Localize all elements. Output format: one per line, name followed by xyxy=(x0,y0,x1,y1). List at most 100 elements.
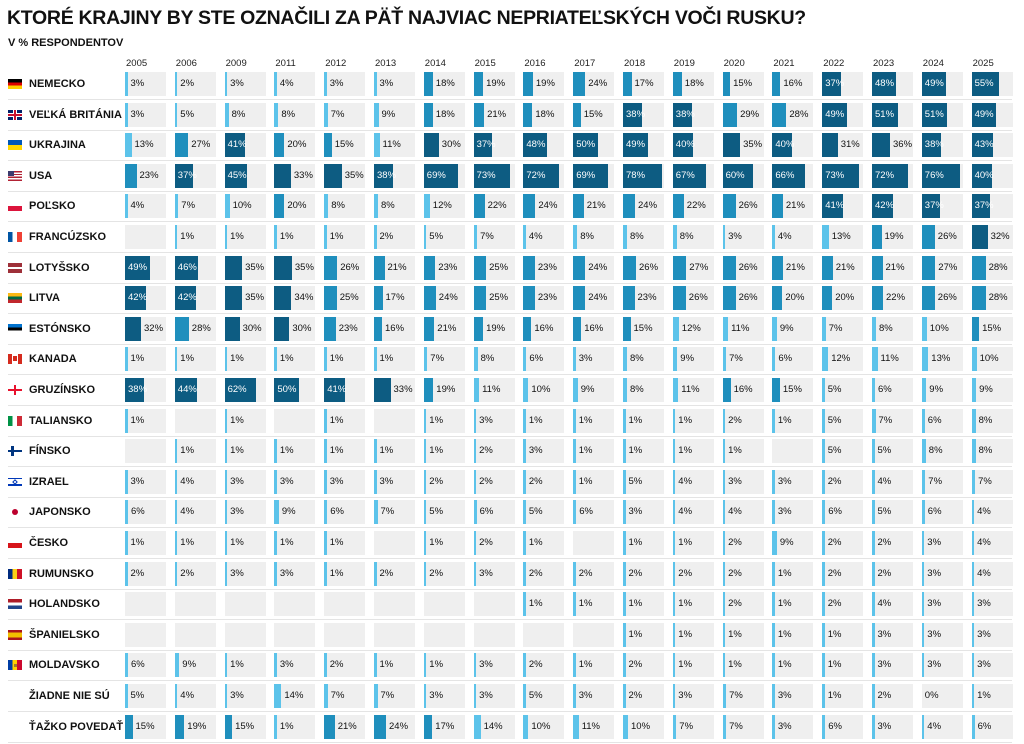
cell-background xyxy=(374,622,415,647)
cell-background xyxy=(971,622,1013,647)
data-bar xyxy=(722,622,726,647)
cell-background xyxy=(473,622,515,647)
data-bar xyxy=(623,378,627,402)
data-label: 23% xyxy=(637,292,657,304)
data-bar xyxy=(573,255,586,280)
data-bar xyxy=(822,286,833,311)
cell-background xyxy=(722,592,764,617)
data-label: 9% xyxy=(580,384,595,395)
data-bar xyxy=(872,133,890,158)
data-bar xyxy=(623,102,642,127)
data-bar xyxy=(722,561,726,586)
data-label: 33% xyxy=(293,169,313,181)
data-label: 22% xyxy=(686,200,706,212)
data-label: 24% xyxy=(438,292,458,304)
data-label: 15% xyxy=(235,720,255,732)
data-label: 2% xyxy=(628,659,643,671)
cell-background xyxy=(274,469,316,494)
data-bar xyxy=(274,684,282,708)
cell-background xyxy=(423,225,465,249)
data-bar xyxy=(921,316,927,341)
data-bar xyxy=(722,592,726,617)
data-bar xyxy=(473,684,477,708)
data-label: 4% xyxy=(877,598,892,610)
data-label: 6% xyxy=(828,506,842,518)
data-bar xyxy=(672,72,682,96)
cell-background xyxy=(374,102,415,127)
row-divider xyxy=(8,160,1012,162)
cell-background xyxy=(772,500,814,525)
cell-background xyxy=(423,347,465,372)
data-label: 33% xyxy=(393,384,413,395)
data-label: 49% xyxy=(128,261,148,273)
data-label: 9% xyxy=(680,353,695,365)
data-bar xyxy=(174,194,179,219)
data-label: 10% xyxy=(531,720,551,732)
cell-background xyxy=(274,592,316,617)
data-label: 1% xyxy=(180,231,195,242)
data-bar xyxy=(921,72,947,96)
data-label: 43% xyxy=(974,139,994,151)
cell-background xyxy=(374,194,415,219)
data-label: 25% xyxy=(489,261,509,273)
cell-background xyxy=(672,408,714,433)
data-label: 3% xyxy=(578,353,593,365)
data-label: 3% xyxy=(927,598,942,610)
data-label: 23% xyxy=(338,322,358,334)
data-bar xyxy=(772,561,775,586)
data-bar xyxy=(623,316,631,341)
data-bar xyxy=(573,500,577,525)
data-label: 3% xyxy=(279,659,294,671)
data-bar xyxy=(125,684,128,708)
data-label: 2% xyxy=(429,567,444,579)
cell-background xyxy=(921,500,963,525)
data-bar xyxy=(921,286,935,311)
flag-ro-icon xyxy=(8,568,22,579)
data-label: 5% xyxy=(827,414,842,426)
cell-background xyxy=(174,408,216,433)
cell-background xyxy=(274,500,316,525)
data-bar xyxy=(623,163,662,188)
data-bar xyxy=(872,561,875,586)
data-bar xyxy=(423,316,435,341)
data-bar xyxy=(274,102,279,127)
data-bar xyxy=(872,347,878,372)
data-label: 28% xyxy=(789,108,809,120)
data-label: 7% xyxy=(380,506,395,518)
cell-background xyxy=(573,439,615,464)
data-label: 2% xyxy=(728,567,742,579)
row-label: ŤAŽKO POVEDAŤ xyxy=(29,720,124,733)
data-bar xyxy=(672,500,676,525)
data-label: 7% xyxy=(330,690,345,701)
data-label: 12% xyxy=(432,200,452,212)
data-label: 5% xyxy=(130,690,145,701)
row-divider xyxy=(8,190,1012,192)
data-bar xyxy=(224,561,228,586)
data-bar xyxy=(473,347,478,372)
cell-background xyxy=(822,684,864,708)
data-bar xyxy=(921,622,925,647)
data-label: 42% xyxy=(128,292,148,304)
cell-background xyxy=(722,439,764,464)
data-bar xyxy=(672,714,677,739)
cell-background xyxy=(772,531,814,555)
cell-background xyxy=(274,622,316,647)
data-label: 7% xyxy=(729,720,743,732)
data-label: 23% xyxy=(438,261,458,273)
data-label: 1% xyxy=(528,598,543,610)
cell-background xyxy=(523,225,565,249)
data-bar xyxy=(224,408,228,433)
cell-background xyxy=(174,225,216,249)
data-label: 44% xyxy=(177,384,197,395)
data-bar xyxy=(822,592,825,617)
flag-md-icon xyxy=(8,660,22,671)
data-bar xyxy=(573,102,581,127)
data-label: 1% xyxy=(628,445,643,457)
data-label: 1% xyxy=(678,537,693,548)
data-label: 50% xyxy=(576,139,596,151)
data-label: 1% xyxy=(130,353,145,365)
data-label: 38% xyxy=(128,384,148,395)
data-label: 10% xyxy=(979,353,999,365)
data-bar xyxy=(623,347,627,372)
data-bar xyxy=(274,286,292,311)
